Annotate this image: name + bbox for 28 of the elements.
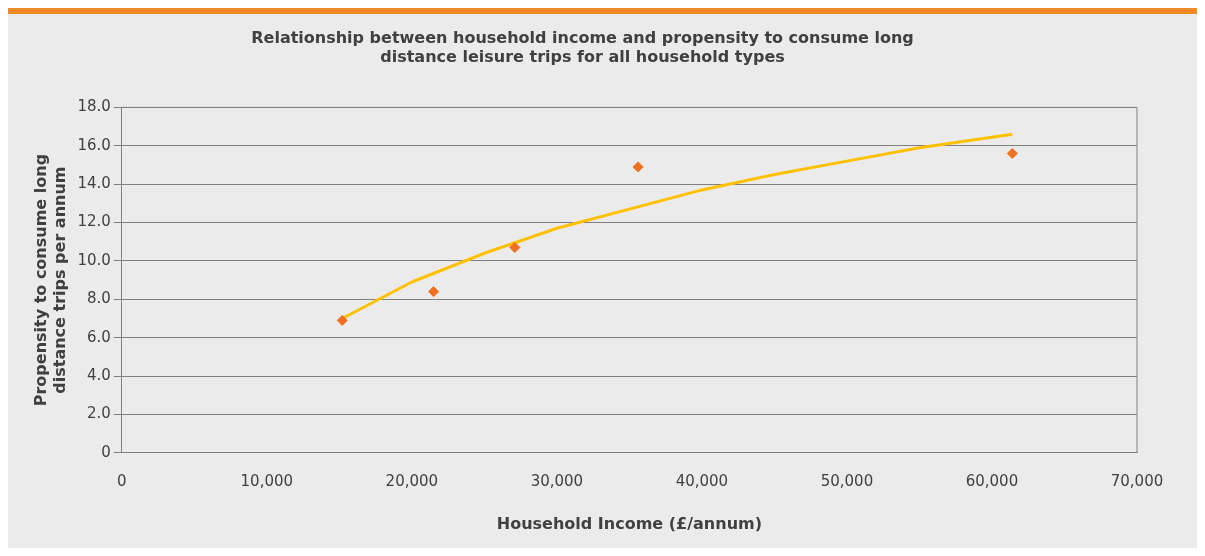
x-tick-label: 60,000	[965, 471, 1019, 490]
x-tick-label: 0	[117, 471, 127, 490]
x-tick-label: 70,000	[1110, 471, 1164, 490]
x-axis-title: Household Income (£/annum)	[496, 513, 762, 533]
text: distance leisure trips for all household types	[380, 46, 785, 66]
text: distance trips per annum	[49, 166, 69, 394]
x-tick-label: 10,000	[240, 471, 294, 490]
y-tick-label: 14.0	[77, 174, 111, 193]
point	[509, 241, 521, 253]
point	[428, 286, 440, 298]
y-tick-label: 2.0	[86, 404, 111, 423]
y-tick-label: 0	[101, 442, 111, 461]
point	[1006, 147, 1018, 159]
text: Propensity to consume long	[30, 153, 50, 407]
y-tick-label: 16.0	[77, 135, 111, 154]
y-tick-label: 18.0	[77, 97, 111, 116]
y-tick-label: 4.0	[86, 365, 111, 384]
text: Relationship between household income and propensity to consume long	[251, 27, 914, 47]
x-tick-label: 30,000	[530, 471, 584, 490]
y-tick-label: 12.0	[77, 212, 111, 231]
point	[336, 314, 348, 326]
x-tick-label: 40,000	[675, 471, 729, 490]
y-tick-label: 10.0	[77, 250, 111, 269]
y-tick-label: 6.0	[86, 327, 111, 346]
point	[632, 161, 644, 173]
x-tick-label: 20,000	[385, 471, 439, 490]
y-tick-label: 8.0	[86, 289, 111, 308]
x-tick-label: 50,000	[820, 471, 874, 490]
